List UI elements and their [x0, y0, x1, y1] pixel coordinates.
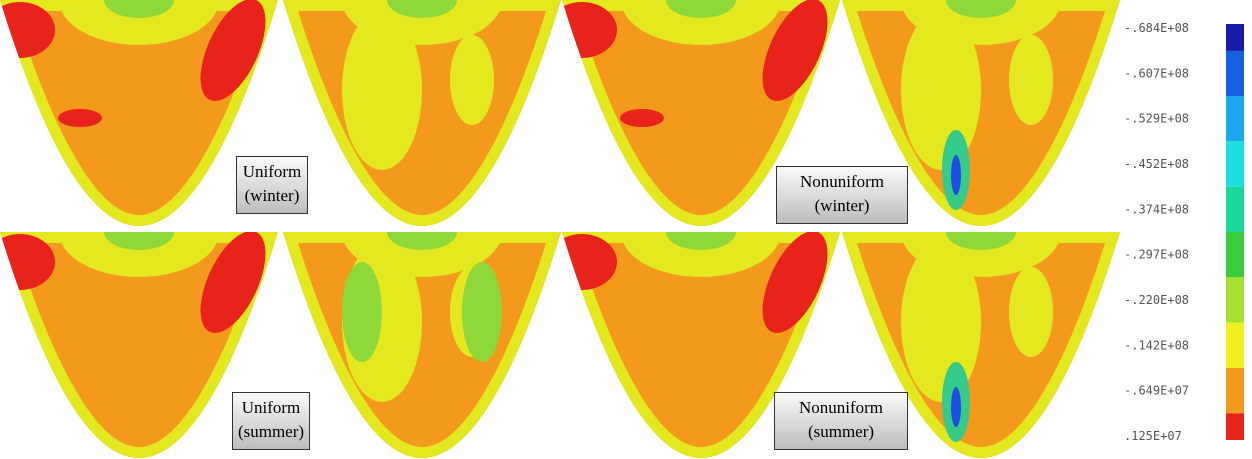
red-zone: [58, 109, 102, 127]
legend-label: -.220E+08: [1124, 293, 1189, 307]
label-line: Uniform: [237, 396, 305, 420]
legend-label: -.142E+08: [1124, 338, 1189, 352]
legend-swatch: [1226, 96, 1244, 141]
legend-label: -.649E+07: [1124, 384, 1189, 398]
label-line: (winter): [781, 194, 903, 218]
yellow-zone: [342, 10, 422, 170]
legend-swatch: [1226, 413, 1244, 440]
yellow-zone: [450, 35, 494, 125]
blue-zone: [951, 387, 961, 427]
legend-label: -.452E+08: [1124, 157, 1189, 171]
label-line: Nonuniform: [779, 396, 903, 420]
label-line: (summer): [237, 420, 305, 444]
legend-label: -.297E+08: [1124, 248, 1189, 262]
yellow-zone: [1009, 267, 1053, 357]
panel: [283, 187, 561, 458]
yellow-zone: [901, 10, 981, 170]
panel: [283, 0, 561, 226]
legend-swatch: [1226, 277, 1244, 322]
panel-label: Uniform(summer): [232, 392, 310, 450]
label-line: (summer): [779, 420, 903, 444]
label-line: Uniform: [241, 160, 303, 184]
legend-label: .125E+07: [1124, 429, 1182, 443]
legend-label: -.607E+08: [1124, 66, 1189, 80]
figure: -.684E+08 -.607E+08 -.529E+08 -.452E+08 -.37…: [0, 0, 1252, 459]
legend-swatch: [1226, 141, 1244, 186]
legend-swatch: [1226, 323, 1244, 368]
red-zone: [620, 109, 664, 127]
panel-label: Nonuniform(summer): [774, 392, 908, 450]
legend-label: -.529E+08: [1124, 112, 1189, 126]
legend-swatch: [1226, 187, 1244, 232]
green-zone: [462, 262, 502, 362]
yellow-zone: [1009, 35, 1053, 125]
green-zone: [342, 262, 382, 362]
legend-label: -.374E+08: [1124, 202, 1189, 216]
panel-label: Uniform(winter): [236, 156, 308, 214]
label-line: (winter): [241, 184, 303, 208]
legend-swatch: [1226, 232, 1244, 277]
legend-swatch: [1226, 51, 1244, 96]
blue-zone: [951, 155, 961, 195]
label-line: Nonuniform: [781, 170, 903, 194]
contour-plots: -.684E+08 -.607E+08 -.529E+08 -.452E+08 -.37…: [0, 0, 1252, 459]
panel-label: Nonuniform(winter): [776, 166, 908, 224]
legend-label: -.684E+08: [1124, 21, 1189, 35]
yellow-zone: [901, 242, 981, 402]
legend-swatch: [1226, 368, 1244, 413]
